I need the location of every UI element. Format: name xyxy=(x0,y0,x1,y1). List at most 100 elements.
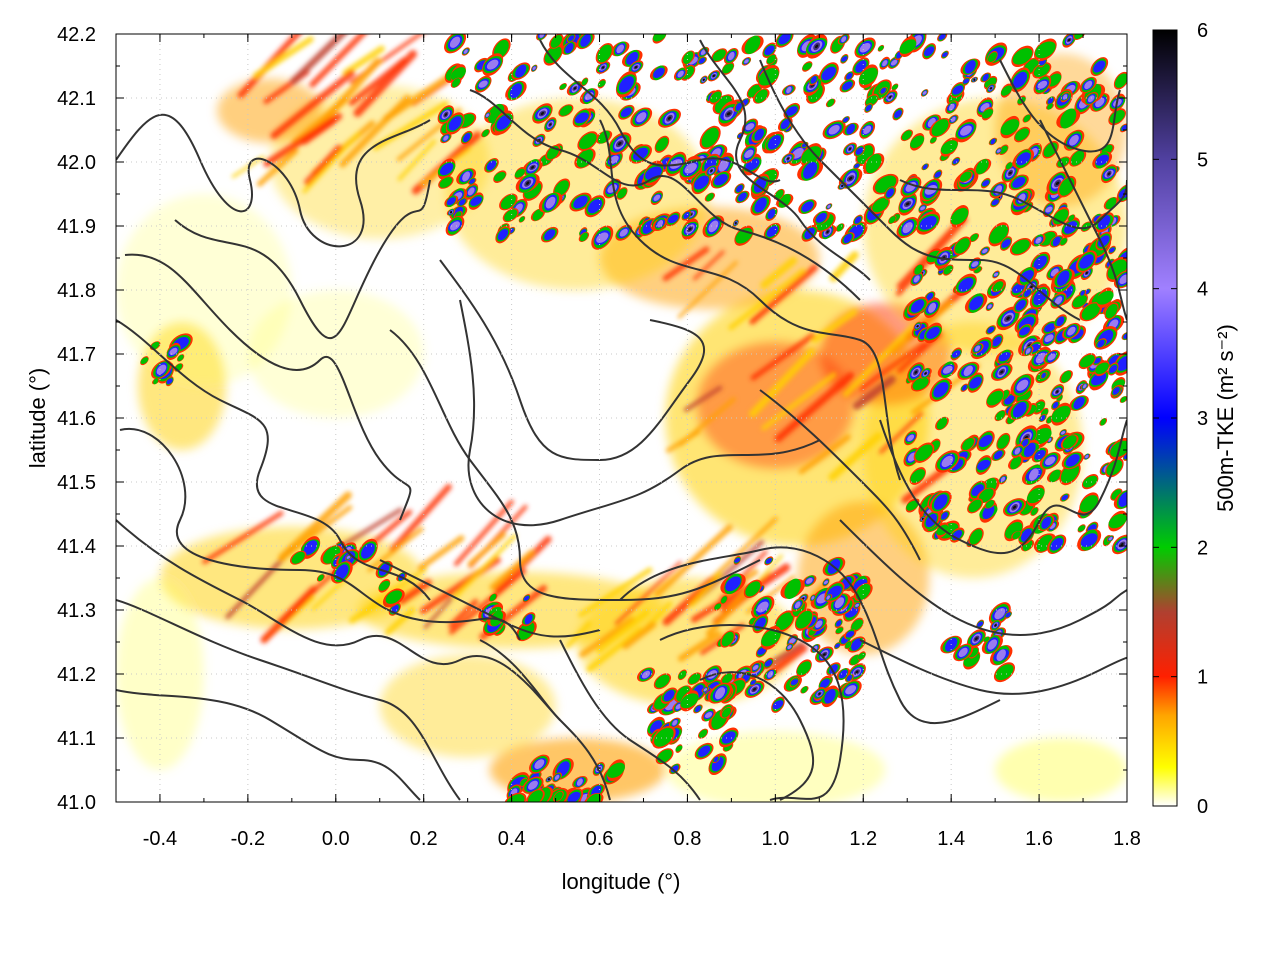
tke-streak xyxy=(278,491,352,562)
tke-cell xyxy=(901,130,912,141)
tke-cell xyxy=(688,673,701,685)
tke-cell xyxy=(764,45,775,56)
tke-cell xyxy=(1079,495,1099,513)
tke-cell xyxy=(361,543,375,559)
tke-cell xyxy=(982,108,994,119)
tke-cell xyxy=(1109,365,1118,373)
y-axis: 41.0 41.1 41.2 41.3 41.4 41.5 41.6 41.7 41.8 41.9… xyxy=(57,24,1127,814)
tke-cell xyxy=(839,669,848,679)
tke-cell xyxy=(992,336,1002,347)
tke-cell xyxy=(695,705,701,713)
tke-cell xyxy=(714,687,726,700)
tke-cell xyxy=(1044,323,1056,333)
tke-cell xyxy=(821,66,836,81)
tke-cell xyxy=(734,222,737,225)
tke-cell xyxy=(698,745,711,757)
tke-cell xyxy=(1030,285,1033,289)
tke-cell xyxy=(886,188,894,198)
tke-cell xyxy=(462,171,471,182)
tke-streak xyxy=(770,644,808,675)
contour-line xyxy=(659,624,845,801)
tke-cell xyxy=(444,113,448,117)
tke-cell xyxy=(962,384,967,391)
tke-cell xyxy=(889,95,892,99)
tke-cell xyxy=(933,494,948,510)
tke-cell xyxy=(811,596,815,600)
tke-cell xyxy=(1056,270,1070,286)
tke-cell xyxy=(534,759,545,769)
tke-cell xyxy=(960,125,972,136)
contour-line xyxy=(116,319,431,601)
tke-cell xyxy=(721,596,728,604)
tke-cell xyxy=(991,199,999,206)
tke-cell xyxy=(1041,372,1046,379)
tke-cell xyxy=(982,248,988,254)
tke-streak xyxy=(253,36,314,79)
contour-line xyxy=(469,89,861,301)
colorbar-tick-label: 5 xyxy=(1197,149,1208,171)
tke-cell xyxy=(941,455,954,468)
tke-cell xyxy=(834,643,840,648)
colorbar-ticks: 0 1 2 3 4 5 6 xyxy=(1153,20,1208,818)
tke-cell xyxy=(1060,431,1066,435)
tke-cell xyxy=(828,124,840,135)
tke-cell xyxy=(597,44,612,63)
tke-cell xyxy=(846,123,856,135)
tke-cell xyxy=(987,52,998,63)
tke-cell xyxy=(559,83,567,90)
tke-cell xyxy=(820,678,830,688)
tke-cell xyxy=(765,558,772,564)
tke-streak xyxy=(852,375,896,410)
tke-cell xyxy=(978,488,994,503)
tke-cell xyxy=(504,209,518,222)
contour-line xyxy=(699,39,871,281)
tke-cell xyxy=(1068,38,1071,42)
tke-cell xyxy=(667,214,679,224)
tke-cell xyxy=(550,35,563,48)
tke-cell xyxy=(654,727,674,747)
tke-cell xyxy=(914,264,923,275)
tke-cell xyxy=(1062,435,1077,449)
tke-cell xyxy=(634,66,638,69)
tke-cell xyxy=(489,593,497,602)
tke-cell xyxy=(880,87,886,94)
tke-cell xyxy=(709,91,722,103)
tke-cell xyxy=(780,119,790,130)
tke-cell xyxy=(721,707,731,718)
colorbar-tick-label: 0 xyxy=(1197,796,1208,818)
y-tick-label: 41.0 xyxy=(57,792,96,814)
contour-line xyxy=(116,519,561,721)
tke-cell xyxy=(791,148,804,159)
tke-cell xyxy=(1097,339,1105,348)
tke-streak xyxy=(311,577,347,611)
tke-cell xyxy=(775,612,794,631)
contour-line xyxy=(619,546,1001,725)
tke-cell xyxy=(1107,172,1111,175)
tke-cell xyxy=(989,87,993,90)
tke-cell xyxy=(1084,80,1093,90)
tke-cell xyxy=(576,778,583,786)
tke-cells xyxy=(140,34,1127,802)
tke-cell xyxy=(758,68,779,86)
tke-cell xyxy=(549,123,552,126)
contour-line xyxy=(116,689,421,801)
tke-cell xyxy=(744,35,761,55)
tke-cell xyxy=(458,199,466,206)
tke-streak xyxy=(270,69,356,140)
tke-cell xyxy=(1052,401,1059,409)
tke-cell xyxy=(756,601,769,613)
x-axis: -0.4 -0.2 0.0 0.2 0.4 0.6 0.8 1.0 1.2 1.4 1.6 1.8 xyxy=(115,34,1141,850)
tke-cell xyxy=(1023,442,1036,458)
tke-cell xyxy=(727,51,735,61)
tke-cell xyxy=(1067,326,1076,336)
tke-cell xyxy=(680,693,699,709)
tke-streak xyxy=(383,69,459,122)
tke-cell xyxy=(545,196,556,209)
tke-cell xyxy=(922,91,927,95)
tke-cell xyxy=(843,117,849,123)
tke-cell xyxy=(942,365,953,374)
tke-cell xyxy=(835,627,844,634)
tke-cell xyxy=(1026,487,1045,504)
tke-streak xyxy=(654,524,733,598)
tke-cell xyxy=(547,778,550,781)
